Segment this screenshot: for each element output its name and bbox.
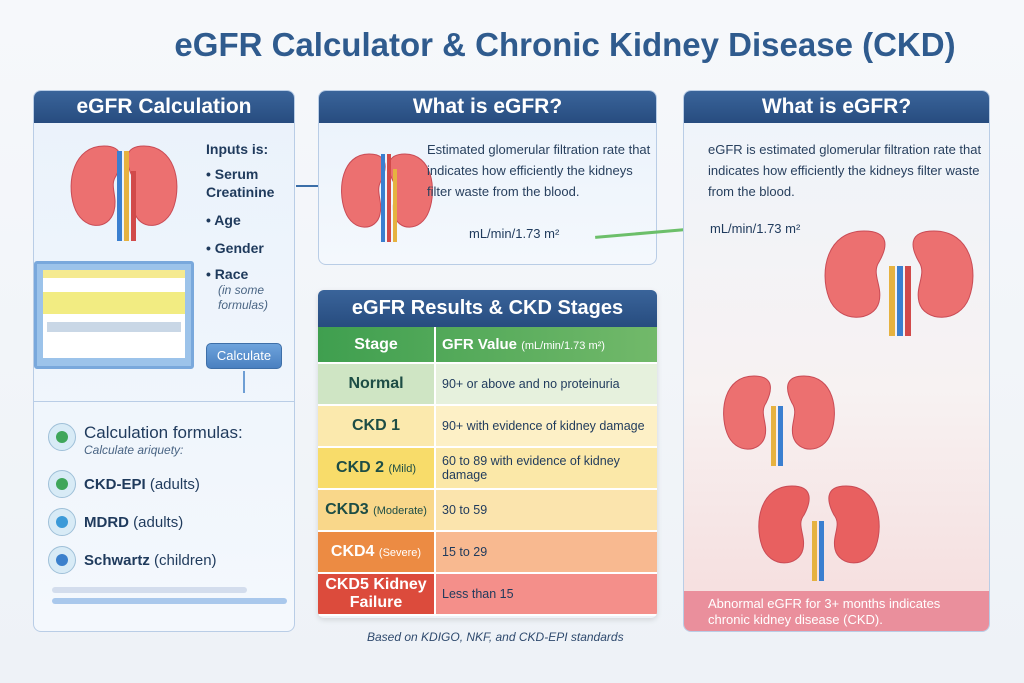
healthy-kidneys-icon — [824, 230, 974, 336]
stage-cell: CKD5 Kidney Failure — [318, 573, 436, 616]
ckd-stages-table: eGFR Results & CKD Stages Stage GFR Valu… — [318, 290, 657, 618]
table-row: CKD4 (Severe) 15 to 29 — [318, 531, 657, 574]
formula-schwartz: Schwartz (children) — [48, 541, 217, 579]
stage-cell: CKD 1 — [318, 405, 436, 448]
gfr-value-cell: 90+ with evidence of kidney damage — [435, 405, 657, 448]
gfr-value-cell: 30 to 59 — [435, 489, 657, 532]
input-race: • Race — [206, 266, 249, 282]
stage-cell: Normal — [318, 363, 436, 406]
drop-icon — [48, 546, 76, 574]
table-row: CKD 2 (Mild) 60 to 89 with evidence of ki… — [318, 447, 657, 490]
down-arrow-icon — [243, 371, 245, 393]
damaged-kidneys-icon — [723, 375, 835, 466]
input-gender: • Gender — [206, 240, 264, 256]
gfr-value-cell: 60 to 89 with evidence of kidney damage — [435, 447, 657, 490]
inputs-title: Inputs is: — [206, 141, 269, 157]
gfr-value-cell: 15 to 29 — [435, 531, 657, 574]
stage-cell: CKD3 (Moderate) — [318, 489, 436, 532]
egfr-unit: mL/min/1.73 m² — [710, 221, 801, 236]
formula-mdrd: MDRD (adults) — [48, 503, 217, 541]
right-info-panel: What is eGFR? eGFR is estimated glomerul… — [683, 90, 990, 632]
egfr-definition: Estimated glomerular filtration rate tha… — [427, 142, 651, 199]
input-serum-creatinine: • Serum Creatinine — [206, 166, 275, 200]
monitor-illustration — [34, 261, 194, 369]
panel-header: eGFR Calculation — [34, 91, 294, 123]
table-title: eGFR Results & CKD Stages — [318, 290, 657, 327]
formula-ckd-epi: CKD-EPI (adults) — [48, 465, 217, 503]
formulas-heading: Calculation formulas: Calculate ariquety: — [48, 423, 243, 457]
col-gfr-value: GFR Value (mL/min/1.73 m²) — [435, 327, 657, 364]
stage-cell: CKD4 (Severe) — [318, 531, 436, 574]
kidney-icon — [341, 153, 433, 242]
footnote: Based on KDIGO, NKF, and CKD-EPI standar… — [367, 630, 624, 644]
page-title: eGFR Calculator & Chronic Kidney Disease… — [174, 26, 956, 63]
failing-kidneys-icon — [758, 485, 880, 581]
table-header-row: Stage GFR Value (mL/min/1.73 m²) — [318, 327, 657, 364]
race-note: (in some formulas) — [218, 283, 269, 312]
input-age: • Age — [206, 212, 241, 228]
egfr-definition: eGFR is estimated glomerular filtration … — [708, 142, 982, 199]
table-row: CKD5 Kidney Failure Less than 15 — [318, 573, 657, 616]
panel-header: What is eGFR? — [319, 91, 656, 123]
formula-icon — [48, 423, 76, 451]
ckd-definition: Abnormal eGFR for 3+ months indicates ch… — [708, 596, 941, 627]
formula-list: CKD-EPI (adults) MDRD (adults) Schwartz … — [48, 465, 217, 579]
col-stage: Stage — [318, 327, 436, 364]
what-is-egfr-panel: What is eGFR? Estimated glomerular filtr… — [318, 90, 657, 265]
gfr-value-cell: Less than 15 — [435, 573, 657, 616]
gfr-value-cell: 90+ or above and no proteinuria — [435, 363, 657, 406]
egfr-calculation-panel: eGFR Calculation Inputs is: • Serum Crea… — [33, 90, 295, 632]
egfr-unit: mL/min/1.73 m² — [469, 226, 560, 241]
check-icon — [48, 470, 76, 498]
panel-header: What is eGFR? — [684, 91, 989, 123]
table-row: Normal 90+ or above and no proteinuria — [318, 363, 657, 406]
calculate-button[interactable]: Calculate — [206, 343, 282, 369]
table-row: CKD 1 90+ with evidence of kidney damage — [318, 405, 657, 448]
circle-icon — [48, 508, 76, 536]
table-row: CKD3 (Moderate) 30 to 59 — [318, 489, 657, 532]
kidney-icon — [70, 145, 178, 241]
arrow-right-icon — [296, 185, 320, 187]
stage-cell: CKD 2 (Mild) — [318, 447, 436, 490]
